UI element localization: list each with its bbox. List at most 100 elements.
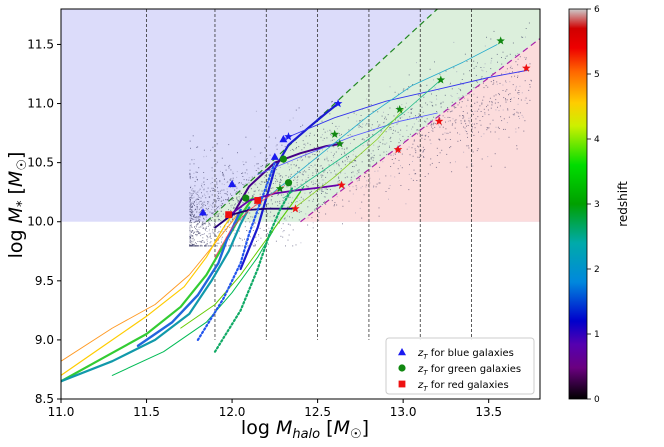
halo-point — [268, 126, 270, 128]
halo-point — [352, 186, 354, 188]
halo-point — [203, 204, 205, 206]
x-axis-label-unit-m: M — [334, 417, 350, 439]
halo-point — [360, 187, 362, 189]
halo-point — [515, 54, 517, 56]
halo-point — [303, 147, 305, 149]
halo-point — [200, 200, 202, 202]
halo-point — [412, 126, 414, 128]
halo-point — [260, 165, 262, 167]
halo-point — [371, 124, 373, 126]
halo-point — [201, 183, 203, 185]
halo-point — [215, 178, 217, 179]
halo-point — [275, 182, 276, 184]
halo-point — [323, 171, 325, 173]
halo-point — [469, 122, 471, 124]
halo-point — [410, 178, 412, 180]
y-axis-label: log M* [M☉] — [5, 152, 30, 259]
halo-point — [403, 143, 404, 144]
halo-point — [290, 173, 292, 175]
y-tick-label: 10.5 — [27, 156, 54, 170]
halo-point — [346, 157, 348, 159]
halo-point — [432, 128, 434, 130]
halo-point — [474, 110, 476, 112]
halo-point — [246, 173, 248, 175]
halo-point — [196, 201, 198, 203]
halo-point — [193, 243, 195, 245]
halo-point — [293, 179, 295, 181]
halo-point — [191, 205, 193, 207]
halo-point — [203, 181, 205, 183]
halo-point — [314, 154, 316, 155]
halo-point — [351, 172, 353, 174]
halo-point — [220, 226, 222, 228]
halo-point — [301, 187, 302, 189]
halo-point — [450, 94, 452, 96]
halo-point — [216, 245, 218, 247]
halo-point — [202, 241, 204, 243]
halo-point — [247, 212, 249, 214]
halo-point — [220, 200, 222, 202]
halo-point — [438, 162, 440, 163]
halo-point — [347, 160, 349, 162]
halo-point — [432, 130, 434, 132]
halo-point — [462, 115, 464, 116]
halo-point — [249, 236, 251, 238]
halo-point — [212, 203, 214, 205]
halo-point — [212, 206, 214, 208]
halo-point — [373, 144, 375, 146]
halo-point — [189, 219, 191, 221]
halo-point — [234, 207, 236, 209]
halo-point — [221, 196, 222, 198]
halo-point — [225, 217, 227, 219]
halo-point — [212, 213, 214, 215]
halo-point — [473, 93, 475, 95]
halo-point — [191, 226, 193, 228]
halo-point — [408, 74, 410, 76]
halo-point — [241, 173, 243, 174]
halo-point — [528, 70, 530, 72]
halo-point — [302, 198, 304, 200]
halo-point — [473, 60, 475, 62]
legend-label-symbol: z — [417, 380, 424, 391]
halo-point — [194, 216, 196, 218]
halo-point — [460, 90, 462, 92]
halo-point — [504, 128, 506, 130]
halo-point — [297, 175, 299, 177]
halo-point — [390, 175, 392, 177]
halo-point — [476, 101, 478, 103]
halo-point — [519, 56, 521, 58]
halo-point — [368, 87, 370, 89]
halo-point — [279, 183, 280, 185]
halo-point — [344, 153, 346, 155]
halo-point — [418, 117, 420, 119]
halo-point — [229, 186, 231, 188]
halo-point — [230, 220, 232, 222]
halo-point — [406, 125, 408, 127]
halo-point — [400, 112, 402, 114]
halo-point — [409, 116, 411, 118]
halo-point — [388, 198, 389, 200]
halo-point — [269, 190, 271, 192]
star-marker — [284, 132, 293, 141]
halo-point — [267, 203, 269, 205]
halo-point — [475, 65, 477, 67]
halo-point — [389, 107, 391, 109]
halo-point — [203, 221, 205, 223]
halo-point — [373, 186, 374, 188]
halo-point — [529, 84, 531, 85]
halo-point — [430, 120, 432, 122]
halo-point — [466, 60, 468, 62]
halo-point — [236, 197, 238, 199]
halo-point — [452, 123, 454, 125]
halo-point — [212, 146, 214, 148]
halo-point — [469, 70, 471, 72]
halo-point — [203, 184, 205, 186]
halo-point — [366, 123, 368, 125]
halo-point — [482, 70, 484, 72]
halo-point — [324, 201, 326, 203]
halo-point — [193, 159, 195, 160]
halo-point — [283, 162, 285, 164]
halo-point — [193, 163, 195, 165]
halo-point — [258, 235, 260, 237]
